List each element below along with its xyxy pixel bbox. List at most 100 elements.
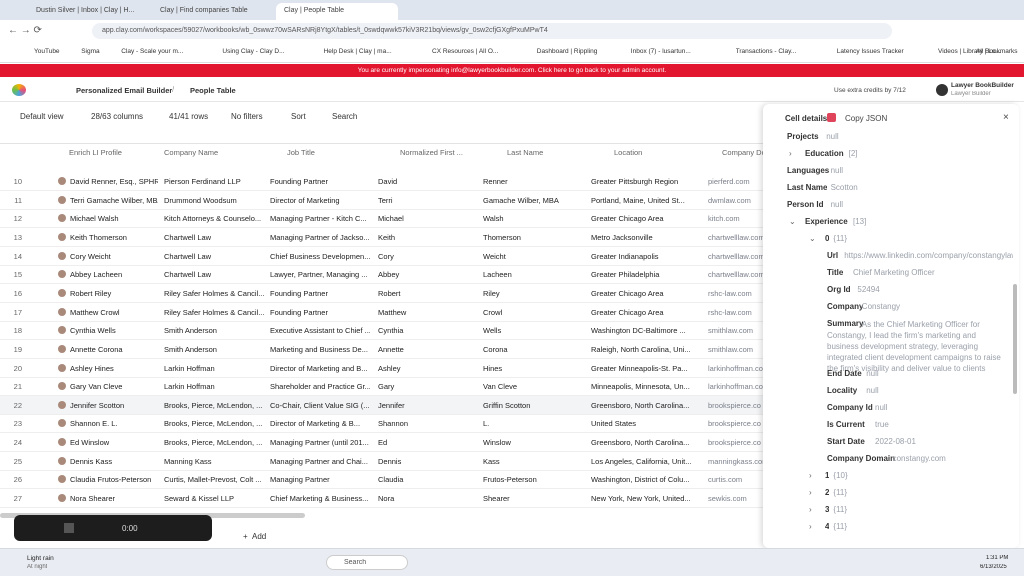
table-cell[interactable]: Ed Winslow — [70, 438, 110, 448]
table-cell[interactable]: Pierson Ferdinand LLP — [164, 177, 241, 186]
avatar[interactable] — [936, 84, 948, 96]
table-cell[interactable]: Greensboro, North Carolina... — [591, 400, 690, 410]
url[interactable]: app.clay.com/workspaces/59027/workbooks/… — [92, 23, 892, 39]
table-cell[interactable]: Greater Indianapolis — [591, 251, 659, 261]
table-cell[interactable]: Griffin Scotton — [483, 400, 531, 410]
table-cell[interactable]: Ed — [378, 438, 388, 448]
table-cell[interactable]: Shearer — [483, 494, 510, 504]
table-cell[interactable]: Greater Minneapolis-St. Pa... — [591, 363, 688, 373]
table-cell[interactable]: Chartwell Law — [164, 232, 212, 242]
detail-key[interactable]: 0 — [825, 234, 830, 243]
table-cell[interactable]: David — [378, 177, 398, 186]
table-cell[interactable]: Minneapolis, Minnesota, Un... — [591, 382, 690, 392]
nav-buttons[interactable]: ← → ⟳ — [8, 25, 42, 36]
detail-key[interactable]: Education — [805, 149, 844, 158]
table-cell[interactable]: Metro Jacksonville — [591, 232, 653, 242]
column-header[interactable]: Enrich LI Profile — [69, 148, 122, 157]
bookmark[interactable]: YouTube — [34, 48, 60, 55]
table-cell[interactable]: Frutos-Peterson — [483, 475, 537, 485]
table-cell[interactable]: Shannon E. L. — [70, 419, 118, 429]
table-cell[interactable]: Cynthia — [378, 326, 404, 336]
table-cell[interactable]: Kitch Attorneys & Counselo... — [164, 214, 262, 224]
sort[interactable]: Sort — [291, 112, 306, 121]
table-cell[interactable]: Nora Shearer — [70, 494, 116, 504]
table-cell[interactable]: Lawyer, Partner, Managing ... — [270, 270, 368, 280]
table-cell[interactable]: Manning Kass — [164, 456, 212, 466]
table-cell[interactable]: Managing Partner of Jackso... — [270, 232, 370, 242]
table-cell[interactable]: David Renner, Esq., SPHR — [70, 177, 158, 186]
add-button[interactable]: Add — [252, 532, 267, 541]
bookmark[interactable]: Using Clay - Clay D... — [222, 48, 285, 55]
table-cell[interactable]: Founding Partner — [270, 288, 328, 298]
table-cell[interactable]: Abbey — [378, 270, 400, 280]
table-cell[interactable]: Washington, District of Colu... — [591, 475, 690, 485]
table-cell[interactable]: Abbey Lacheen — [70, 270, 123, 280]
table-cell[interactable]: Matthew Crowl — [70, 307, 120, 317]
table-cell[interactable]: Jennifer — [378, 400, 405, 410]
table-cell[interactable]: Director of Marketing — [270, 195, 340, 205]
search-box[interactable] — [326, 555, 408, 570]
table-cell[interactable]: Chief Business Developmen... — [270, 251, 370, 261]
table-cell[interactable]: Michael Walsh — [70, 214, 119, 224]
table-cell[interactable]: Dennis — [378, 456, 402, 466]
bookmark[interactable]: Sigma — [81, 48, 100, 55]
table-cell[interactable]: Raleigh, North Carolina, Uni... — [591, 344, 691, 354]
table-cell[interactable]: Curtis, Mallet-Prevost, Colt ... — [164, 475, 262, 485]
search[interactable]: Search — [332, 112, 358, 121]
bookmark[interactable]: Clay - Scale your m... — [121, 48, 184, 55]
table-cell[interactable]: Gary — [378, 382, 395, 392]
table-cell[interactable]: Walsh — [483, 214, 504, 224]
table-cell[interactable]: Los Angeles, California, Unit... — [591, 456, 691, 466]
table-cell[interactable]: rshc-law.com — [708, 288, 752, 298]
column-header[interactable]: Company Name — [164, 148, 219, 157]
workbook-name[interactable]: Personalized Email Builder — [76, 86, 173, 95]
table-cell[interactable]: Chartwell Law — [164, 270, 212, 280]
expand-toggle[interactable]: › — [809, 522, 812, 531]
table-cell[interactable]: Claudia Frutos-Peterson — [70, 475, 152, 485]
table-cell[interactable]: manningkass.com — [708, 456, 763, 466]
table-cell[interactable]: Chartwell Law — [164, 251, 212, 261]
table-cell[interactable]: smithlaw.com — [708, 344, 754, 354]
table-cell[interactable]: Annette — [378, 344, 404, 354]
expand-toggle[interactable]: › — [809, 505, 812, 514]
table-cell[interactable]: chartwelllaw.com — [708, 232, 763, 242]
table-cell[interactable]: Managing Partner - Kitch C... — [270, 214, 367, 224]
copy-json[interactable]: Copy JSON — [845, 114, 888, 123]
table-cell[interactable]: Nora — [378, 494, 395, 504]
bookmark[interactable]: Transactions - Clay... — [735, 48, 797, 55]
bookmark[interactable]: CX Resources | All O... — [432, 48, 499, 55]
table-cell[interactable]: Ashley — [378, 363, 401, 373]
table-cell[interactable]: Van Cleve — [483, 382, 518, 392]
expand-toggle[interactable]: › — [809, 471, 812, 480]
table-name[interactable]: People Table — [190, 86, 236, 95]
table-cell[interactable]: Gary Van Cleve — [70, 382, 123, 392]
table-cell[interactable]: Annette Corona — [70, 344, 123, 354]
table-cell[interactable]: Claudia — [378, 475, 404, 485]
table-cell[interactable]: Marketing and Business De... — [270, 344, 368, 354]
bookmark[interactable]: Help Desk | Clay | ma... — [323, 48, 392, 55]
table-cell[interactable]: Greater Pittsburgh Region — [591, 177, 679, 186]
tab[interactable]: Clay | People Table — [276, 3, 398, 20]
tab[interactable]: Clay | Find companies Table — [160, 7, 248, 14]
table-cell[interactable]: New York, New York, United... — [591, 494, 691, 504]
view-select[interactable]: Default view — [20, 112, 64, 121]
video-icon[interactable] — [64, 523, 74, 533]
detail-key[interactable]: 2 — [825, 488, 830, 497]
table-cell[interactable]: Riley Safer Holmes & Cancil... — [164, 288, 264, 298]
credits[interactable]: Use extra credits by 7/12 — [834, 87, 906, 94]
column-header[interactable]: Last Name — [507, 148, 544, 157]
table-cell[interactable]: Wells — [483, 326, 502, 336]
table-cell[interactable]: Jennifer Scotton — [70, 400, 125, 410]
expand-toggle[interactable]: ⌄ — [809, 234, 816, 243]
table-cell[interactable]: pierferd.com — [708, 177, 750, 186]
table-cell[interactable]: brookspierce.co — [708, 419, 761, 429]
table-cell[interactable]: Dennis Kass — [70, 456, 113, 466]
table-cell[interactable]: Portland, Maine, United St... — [591, 195, 685, 205]
table-cell[interactable]: Matthew — [378, 307, 407, 317]
column-header[interactable]: Normalized First ... — [400, 148, 463, 157]
table-cell[interactable]: brookspierce.co — [708, 438, 761, 448]
table-cell[interactable]: chartwelllaw.com — [708, 270, 763, 280]
table-cell[interactable]: Corona — [483, 344, 508, 354]
table-cell[interactable]: larkinhoffman.co — [708, 363, 763, 373]
table-cell[interactable]: Brooks, Pierce, McLendon, ... — [164, 419, 263, 429]
